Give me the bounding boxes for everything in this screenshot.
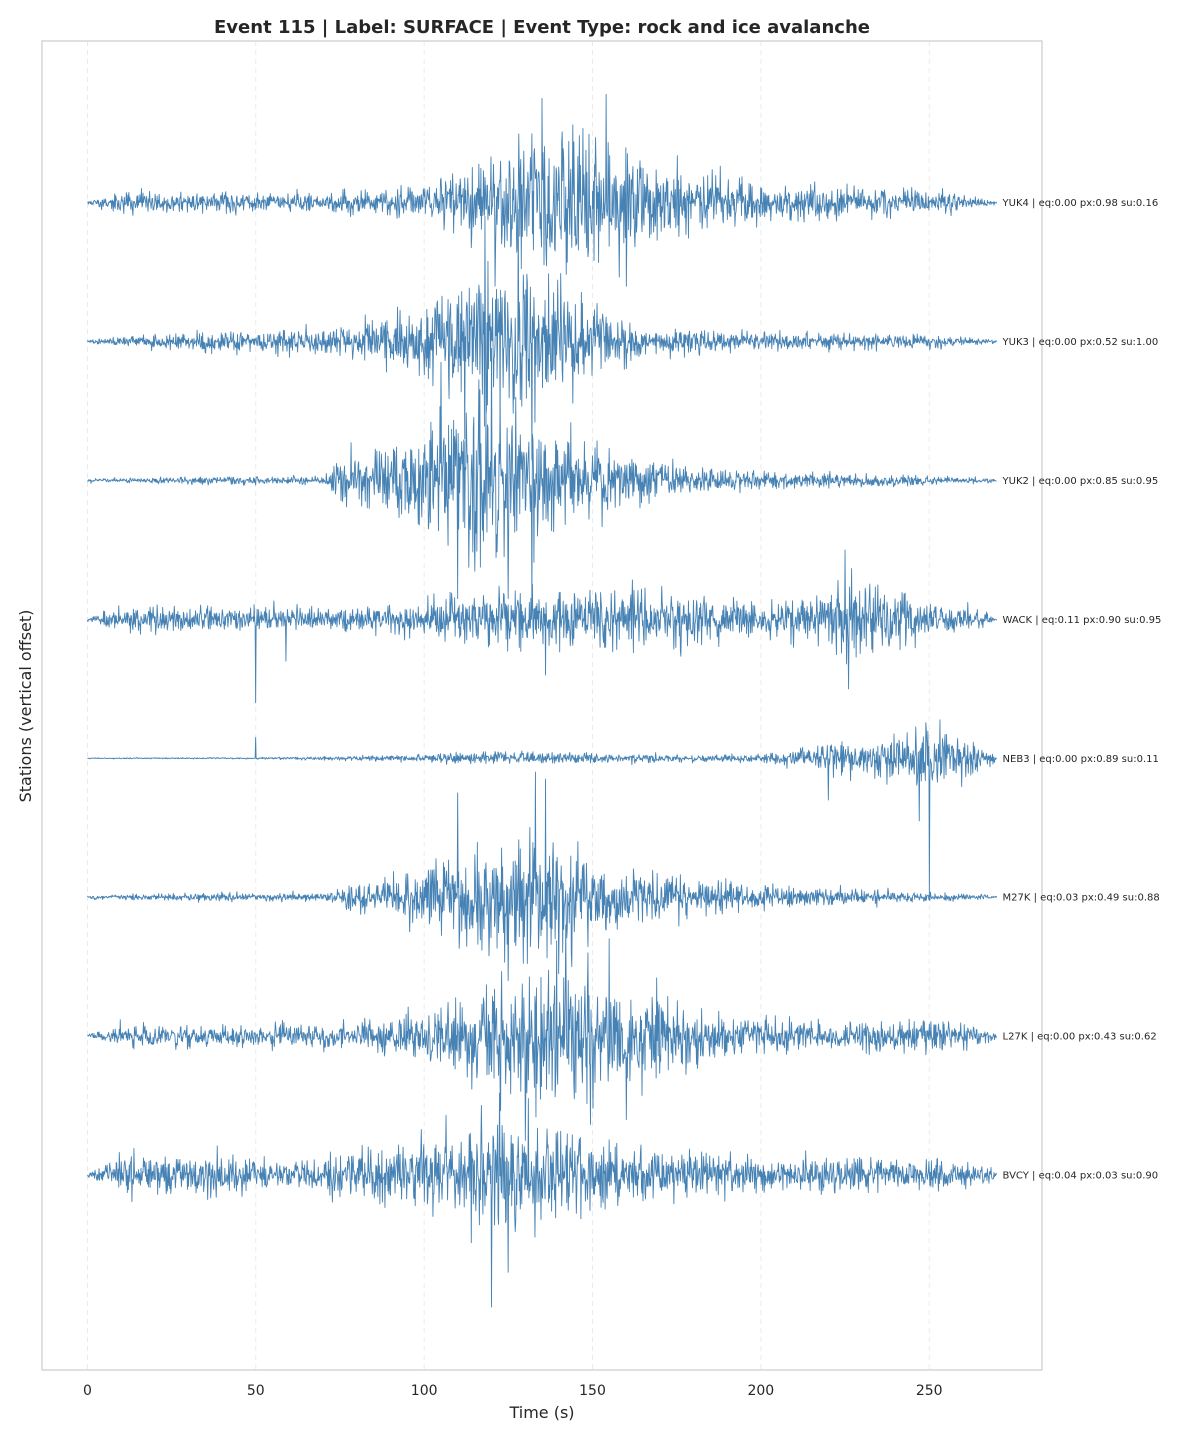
station-label-l27k: L27K | eq:0.00 px:0.43 su:0.62	[1003, 1032, 1157, 1043]
station-label-neb3: NEB3 | eq:0.00 px:0.89 su:0.11	[1003, 754, 1159, 765]
y-axis-label: Stations (vertical offset)	[16, 610, 35, 803]
x-tick-label-250: 250	[916, 1383, 943, 1399]
x-tick-label-150: 150	[579, 1383, 606, 1399]
chart-title: Event 115 | Label: SURFACE | Event Type:…	[214, 17, 870, 38]
trace-bvcy	[87, 1092, 997, 1308]
trace-m27k	[87, 771, 997, 982]
station-labels: YUK4 | eq:0.00 px:0.98 su:0.16 YUK3 | eq:…	[1002, 198, 1162, 1181]
trace-wack	[87, 549, 997, 704]
x-tick-label-0: 0	[83, 1383, 92, 1399]
station-traces	[87, 93, 997, 1308]
station-label-bvcy: BVCY | eq:0.04 px:0.03 su:0.90	[1003, 1171, 1159, 1182]
trace-neb3	[87, 719, 997, 898]
trace-yuk3	[87, 209, 997, 461]
trace-yuk4	[87, 93, 997, 287]
x-tick-label-100: 100	[411, 1383, 438, 1399]
station-label-m27k: M27K | eq:0.03 px:0.49 su:0.88	[1003, 893, 1160, 904]
x-tick-label-200: 200	[747, 1383, 774, 1399]
trace-yuk2	[87, 348, 997, 607]
station-label-yuk3: YUK3 | eq:0.00 px:0.52 su:1.00	[1002, 337, 1159, 348]
station-label-wack: WACK | eq:0.11 px:0.90 su:0.95	[1003, 615, 1162, 626]
station-label-yuk4: YUK4 | eq:0.00 px:0.98 su:0.16	[1002, 198, 1159, 209]
trace-l27k	[87, 924, 997, 1141]
x-axis-label: Time (s)	[508, 1403, 574, 1422]
station-label-yuk2: YUK2 | eq:0.00 px:0.85 su:0.95	[1002, 476, 1159, 487]
x-axis-ticks: 0 50 100 150 200 250	[83, 1383, 943, 1399]
plot-frame	[41, 40, 1043, 1371]
x-tick-label-50: 50	[247, 1383, 265, 1399]
